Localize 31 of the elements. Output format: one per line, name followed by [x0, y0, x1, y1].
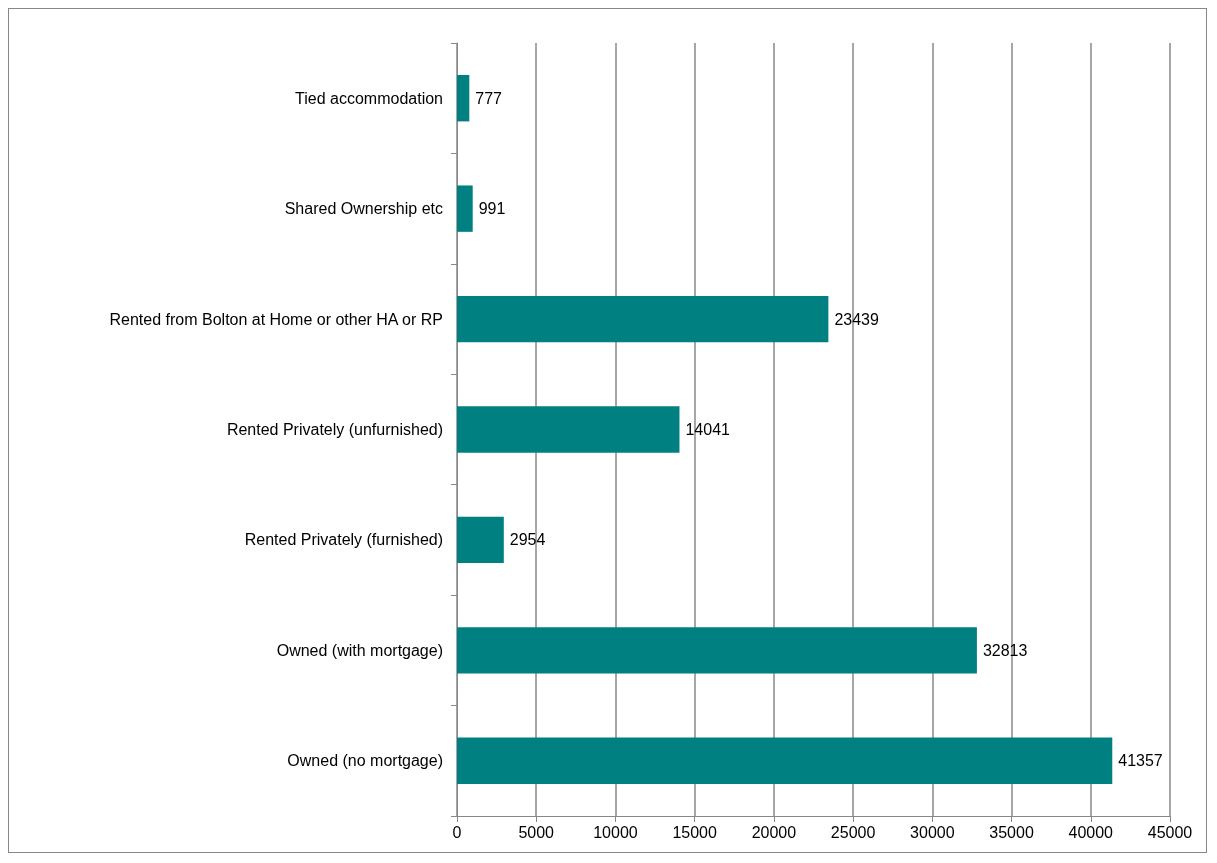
bar — [457, 185, 473, 232]
y-tick-label: Rented Privately (unfurnished) — [226, 421, 443, 438]
x-tick-label: 10000 — [593, 823, 638, 841]
bar — [457, 737, 1113, 784]
x-tick-label: 25000 — [830, 823, 876, 841]
bar — [457, 627, 977, 674]
x-tick-label: 0 — [452, 823, 462, 841]
y-tick-label: Shared Ownership etc — [284, 200, 443, 218]
data-label: 777 — [475, 89, 503, 107]
x-tick-label: 30000 — [910, 823, 955, 841]
bar — [457, 75, 470, 122]
data-label: 32813 — [982, 641, 1028, 659]
y-tick-label: Tied accommodation — [295, 89, 443, 107]
y-tick-label: Owned (with mortgage) — [276, 641, 443, 659]
data-label: 23439 — [834, 310, 879, 328]
y-tick-label: Rented Privately (furnished) — [244, 531, 443, 549]
x-tick-label: 15000 — [672, 823, 718, 841]
bar — [457, 516, 504, 564]
data-label: 2954 — [509, 531, 546, 549]
x-tick-label: 40000 — [1068, 823, 1114, 841]
x-tick-label: 5000 — [518, 823, 555, 841]
x-tick-label: 35000 — [989, 823, 1034, 841]
x-tick-label: 45000 — [1147, 823, 1193, 841]
data-label: 14041 — [685, 421, 731, 438]
bar — [457, 406, 680, 453]
y-tick-label: Rented from Bolton at Home or other HA or RP — [109, 310, 443, 328]
data-label: 41357 — [1118, 752, 1163, 770]
bar — [457, 295, 829, 343]
x-tick-label: 20000 — [751, 823, 797, 841]
y-tick-label: Owned (no mortgage) — [287, 752, 443, 770]
data-label: 991 — [478, 200, 506, 218]
